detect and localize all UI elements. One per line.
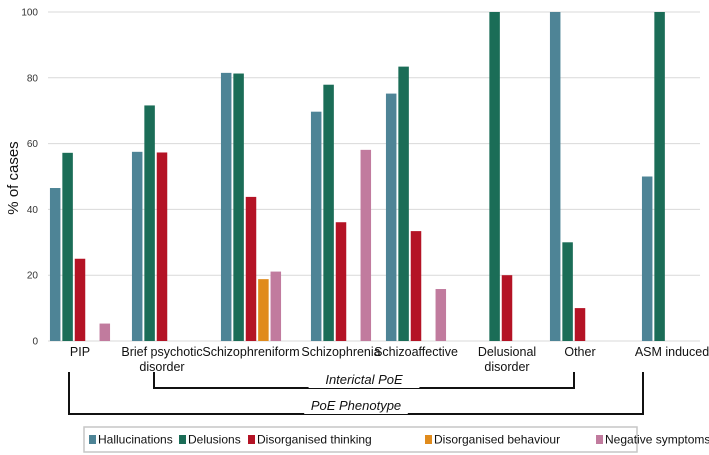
bar-delusions-6 xyxy=(562,242,573,341)
y-tick-label: 20 xyxy=(27,271,39,282)
legend-label: Disorganised thinking xyxy=(257,433,372,447)
legend-label: Delusions xyxy=(188,433,241,447)
legend-swatch xyxy=(89,435,96,444)
legend-entry: Disorganised behaviour xyxy=(425,433,560,447)
x-category-label: Schizophrenia xyxy=(301,345,380,359)
bar-disorganised-thinking-1 xyxy=(156,152,168,341)
bar-hallucinations-6 xyxy=(549,12,561,341)
bar-disorganised-thinking-5 xyxy=(501,275,513,341)
bar-delusions-4 xyxy=(398,66,409,341)
bar-hallucinations-7 xyxy=(641,176,653,341)
bracket-poe-phenotype: PoE Phenotype xyxy=(68,372,644,415)
bar-delusions-2 xyxy=(233,73,244,341)
bracket-label: Interictal PoE xyxy=(325,372,403,387)
bar-disorganised-thinking-0 xyxy=(74,258,86,341)
y-axis-title: % of cases xyxy=(5,141,22,214)
bar-hallucinations-1 xyxy=(131,151,143,341)
legend-label: Disorganised behaviour xyxy=(434,433,560,447)
bracket-interictal-poe: Interictal PoE xyxy=(153,372,575,389)
bar-disorganised-behaviour-2 xyxy=(258,279,269,341)
bar-hallucinations-3 xyxy=(310,111,322,341)
legend-entry: Disorganised thinking xyxy=(248,433,372,447)
bracket-label: PoE Phenotype xyxy=(311,398,401,413)
bar-negative-symptoms-2 xyxy=(270,271,282,341)
y-tick-label: 100 xyxy=(21,8,38,19)
x-category-label: Brief psychotic disorder xyxy=(121,345,202,374)
x-category-label: Schizoaffective xyxy=(374,345,458,359)
y-tick-label: 60 xyxy=(27,139,39,150)
bar-negative-symptoms-4 xyxy=(435,289,447,341)
x-category-label: Delusional disorder xyxy=(478,345,536,374)
y-tick-label: 80 xyxy=(27,73,39,84)
y-tick-label: 40 xyxy=(27,205,39,216)
x-category-label: ASM induced xyxy=(635,345,709,359)
legend-box xyxy=(83,426,638,453)
legend-swatch xyxy=(425,435,432,444)
x-category-label: Schizophreniform xyxy=(202,345,299,359)
bar-disorganised-thinking-2 xyxy=(245,196,257,341)
bar-delusions-7 xyxy=(654,12,665,341)
bar-disorganised-thinking-4 xyxy=(410,231,422,341)
gridlines xyxy=(48,11,700,342)
legend-swatch xyxy=(596,435,603,444)
bars xyxy=(49,12,665,342)
bar-negative-symptoms-3 xyxy=(360,149,372,341)
legend-swatch xyxy=(248,435,255,444)
bar-delusions-0 xyxy=(62,152,73,341)
bar-delusions-1 xyxy=(144,105,155,341)
bar-delusions-3 xyxy=(323,84,334,342)
bar-delusions-5 xyxy=(489,12,500,341)
bar-disorganised-thinking-6 xyxy=(574,308,586,341)
x-category-label: PIP xyxy=(70,345,90,359)
bar-disorganised-thinking-3 xyxy=(335,222,347,341)
bar-hallucinations-4 xyxy=(385,93,397,341)
legend-entry: Negative symptoms xyxy=(596,433,709,447)
y-tick-label: 0 xyxy=(32,337,38,348)
brackets: Interictal PoE PoE Phenotype xyxy=(68,372,644,415)
bar-hallucinations-0 xyxy=(49,188,61,341)
legend-label: Negative symptoms xyxy=(605,433,709,447)
x-category-label: Other xyxy=(564,345,595,359)
y-tick-labels: 0 20 40 60 80 100 xyxy=(21,8,38,348)
legend: Hallucinations Delusions Disorganised thin… xyxy=(83,426,709,453)
x-category-labels: PIP Brief psychotic disorderSchizophrenifo… xyxy=(70,345,709,374)
legend-label: Hallucinations xyxy=(98,433,173,447)
legend-swatch xyxy=(179,435,186,444)
legend-entry: Hallucinations xyxy=(89,433,173,447)
bar-negative-symptoms-0 xyxy=(99,323,111,341)
legend-entry: Delusions xyxy=(179,433,241,447)
bar-hallucinations-2 xyxy=(220,72,232,342)
